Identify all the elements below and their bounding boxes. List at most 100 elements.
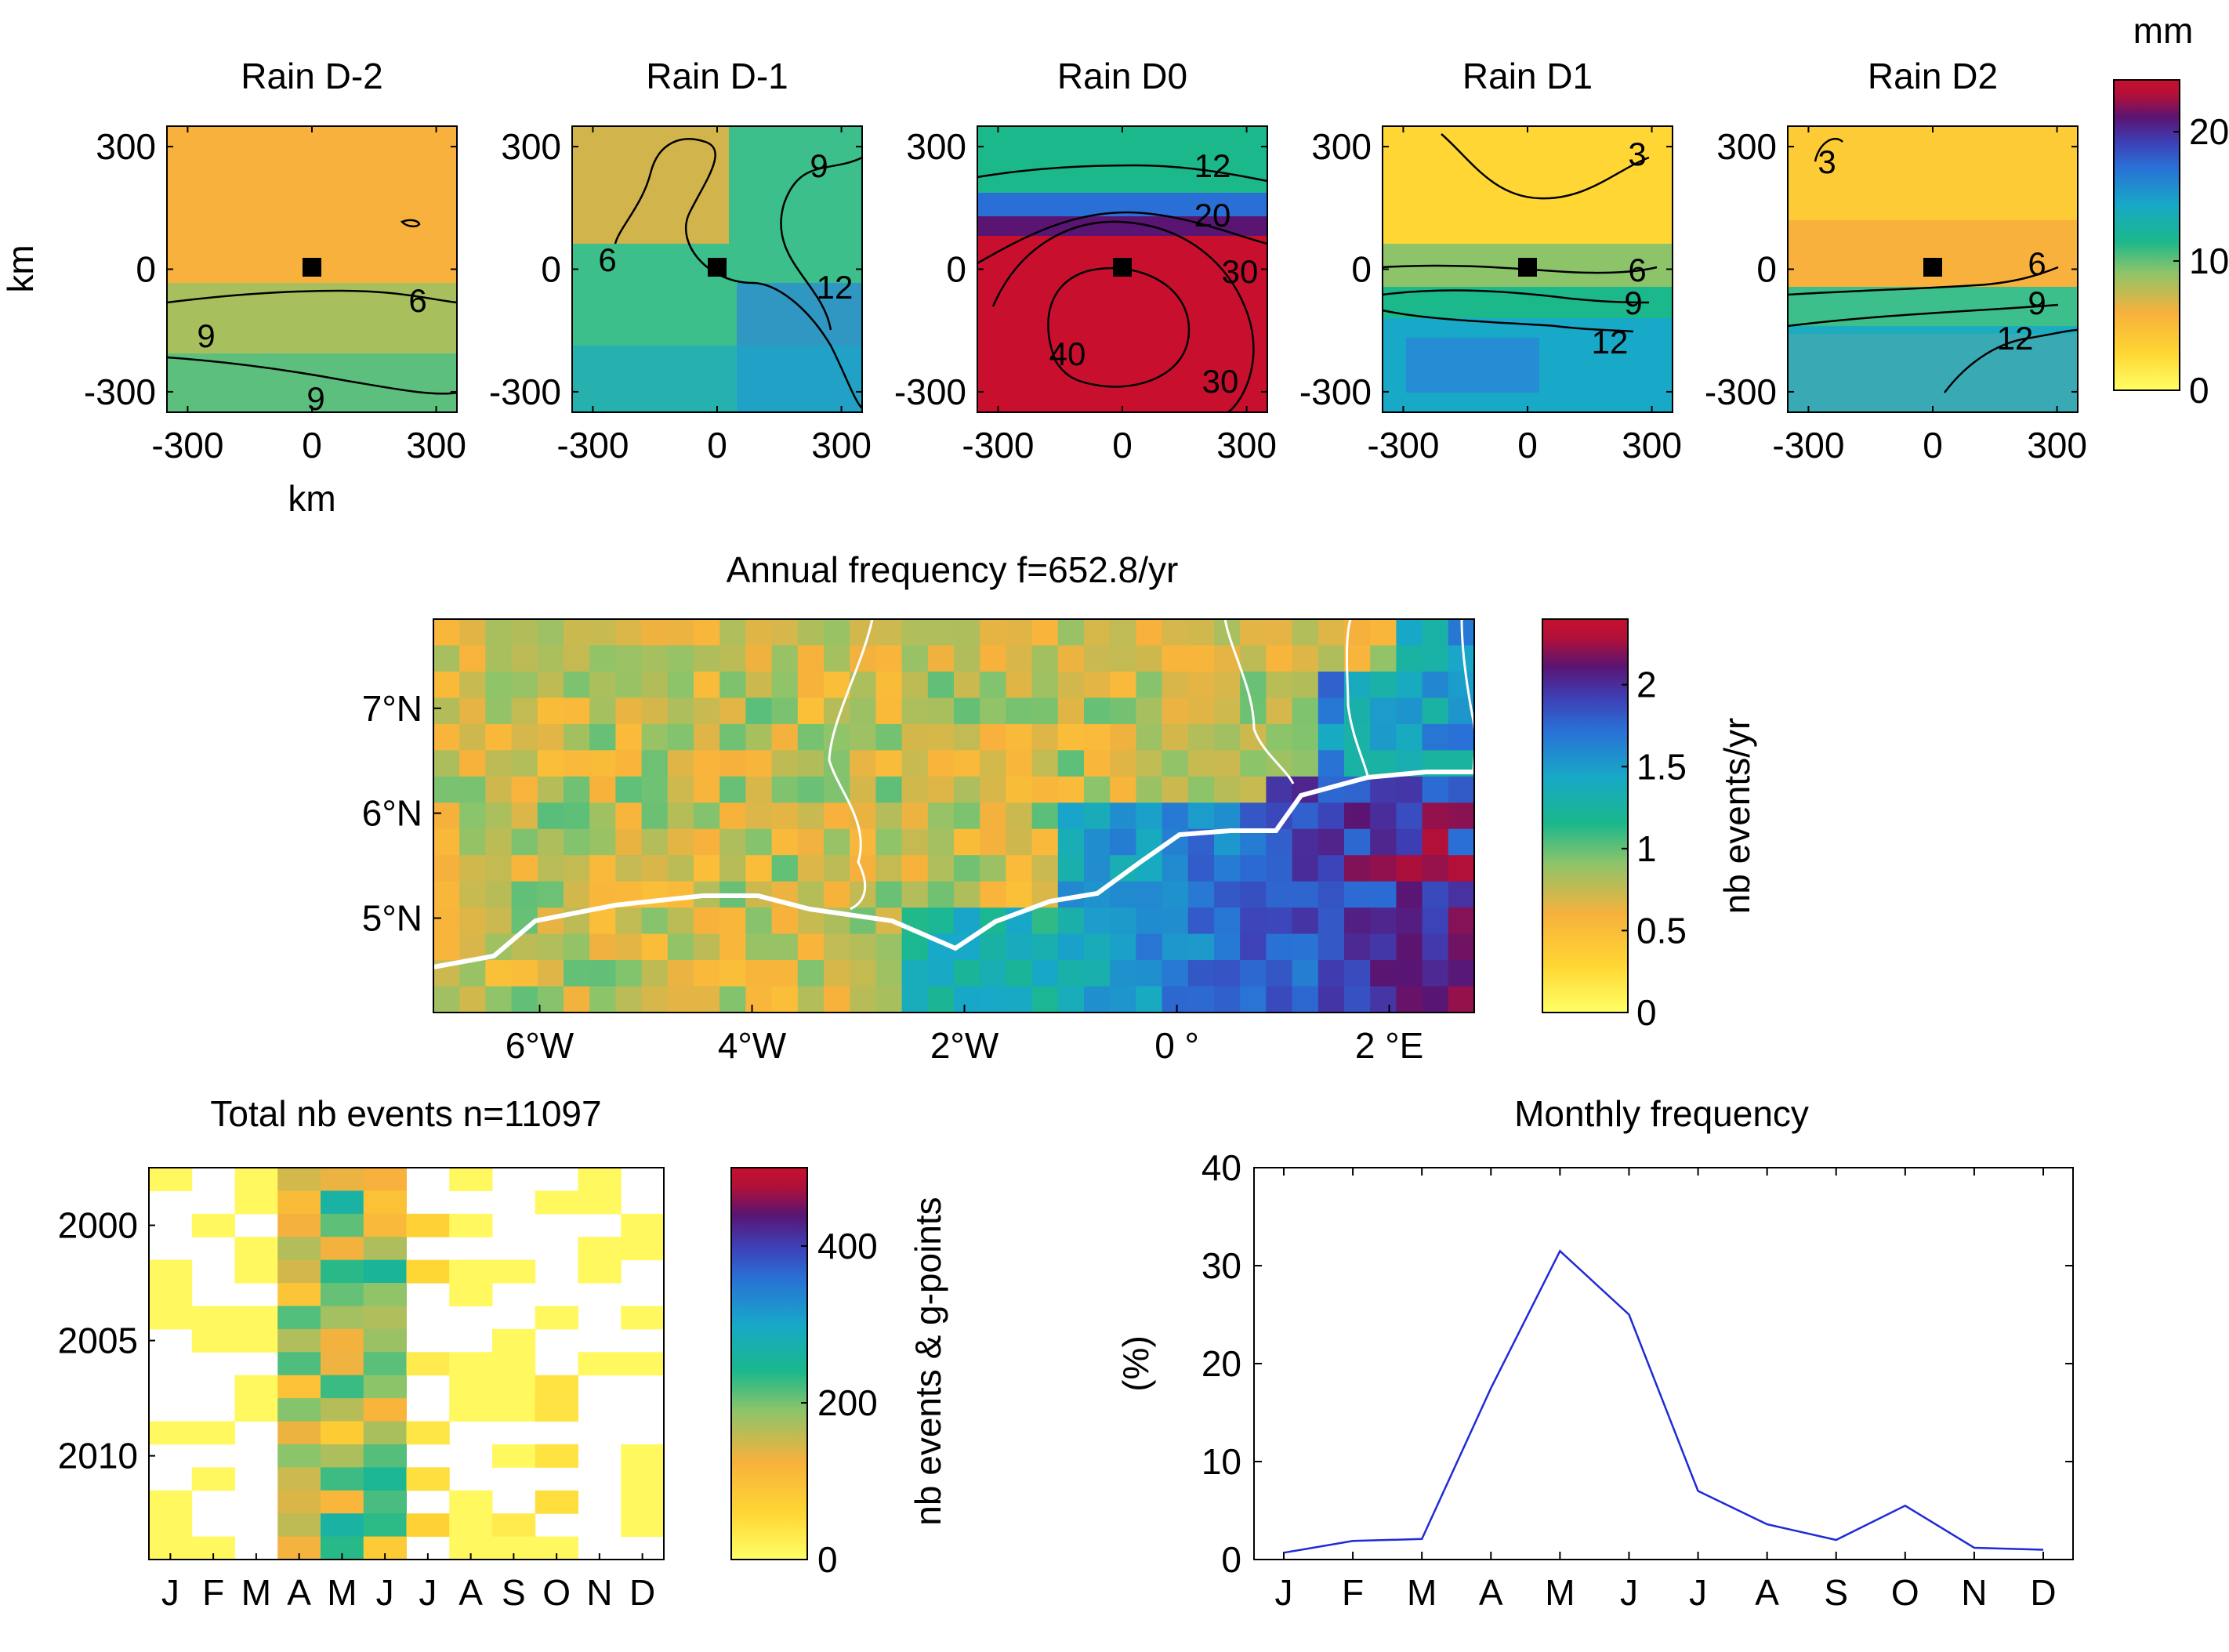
- map-cell: [615, 750, 642, 777]
- map-cell: [1396, 829, 1423, 856]
- map-cell: [772, 750, 799, 777]
- map-cell: [1266, 987, 1292, 1013]
- map-cell: [1006, 882, 1032, 908]
- map-cell: [1058, 802, 1085, 829]
- map-cell: [798, 987, 825, 1013]
- map-cell: [1370, 987, 1397, 1013]
- map-cell: [875, 750, 902, 777]
- event-cell: [149, 1260, 192, 1284]
- event-cell: [149, 1168, 192, 1191]
- map-cell: [1084, 934, 1111, 961]
- map-cell: [1058, 697, 1085, 724]
- map-cell: [1370, 908, 1397, 934]
- map-cell: [1292, 829, 1319, 856]
- map-cell: [1344, 882, 1371, 908]
- map-cell: [433, 724, 460, 751]
- map-cell: [798, 934, 825, 961]
- event-cell: [277, 1398, 321, 1422]
- map-cell: [772, 908, 799, 934]
- x-tick-label: 0: [1112, 425, 1133, 466]
- map-cell: [1344, 987, 1371, 1013]
- map-cell: [1292, 908, 1319, 934]
- rain-panel-d0: Rain D0 12 20 30 40 30: [977, 56, 1267, 412]
- map-cell: [745, 777, 772, 803]
- map-cell: [668, 802, 694, 829]
- map-cell: [433, 802, 460, 829]
- map-cell: [538, 802, 564, 829]
- map-cell: [642, 672, 669, 698]
- event-cell: [321, 1260, 364, 1284]
- event-cell: [535, 1306, 578, 1329]
- map-cell: [485, 882, 512, 908]
- map-cell: [1214, 672, 1241, 698]
- event-cell: [364, 1467, 407, 1491]
- x-tick-label: S: [1824, 1572, 1848, 1613]
- map-cell: [1370, 697, 1397, 724]
- map-cell: [1188, 724, 1215, 751]
- event-cell: [364, 1513, 407, 1537]
- map-cell: [1084, 777, 1111, 803]
- map-cell: [642, 697, 669, 724]
- map-cell: [1396, 855, 1423, 882]
- map-cell: [1084, 645, 1111, 672]
- map-cell: [1006, 934, 1032, 961]
- map-cell: [1448, 672, 1475, 698]
- map-cell: [1110, 750, 1136, 777]
- map-cell: [928, 619, 955, 646]
- map-cell: [1058, 619, 1085, 646]
- contour-label: 6: [408, 282, 426, 319]
- event-cell: [321, 1214, 364, 1237]
- map-cell: [719, 855, 746, 882]
- y-tick-label: 10: [1201, 1441, 1241, 1482]
- map-cell: [798, 829, 825, 856]
- map-cell: [1084, 829, 1111, 856]
- map-cell: [1448, 960, 1475, 987]
- map-cell: [1448, 802, 1475, 829]
- map-cell: [954, 855, 980, 882]
- map-cell: [954, 672, 980, 698]
- contour-label: 30: [1202, 363, 1239, 400]
- event-cell: [535, 1398, 578, 1422]
- map-cell: [1188, 777, 1215, 803]
- y-tick-label: -300: [1299, 371, 1372, 412]
- map-cell: [875, 672, 902, 698]
- map-cell: [668, 619, 694, 646]
- map-cell: [1032, 672, 1059, 698]
- map-cell: [615, 960, 642, 987]
- events-colorbar-gradient: [731, 1168, 807, 1560]
- map-cell: [1136, 987, 1162, 1013]
- map-cell: [1423, 802, 1449, 829]
- map-cell: [615, 855, 642, 882]
- map-cell: [1292, 882, 1319, 908]
- map-cell: [642, 802, 669, 829]
- map-cell: [875, 724, 902, 751]
- map-cell: [1006, 960, 1032, 987]
- event-cell: [535, 1491, 578, 1514]
- map-cell: [772, 697, 799, 724]
- y-tick-label: 0: [1221, 1539, 1241, 1580]
- x-tick-label: M: [1545, 1572, 1575, 1613]
- map-cell: [564, 750, 590, 777]
- map-cell: [1292, 802, 1319, 829]
- map-cell: [433, 672, 460, 698]
- map-cell: [1292, 855, 1319, 882]
- map-cell: [564, 829, 590, 856]
- map-cell: [1058, 829, 1085, 856]
- rain-composite-row: Rain D-2 6 9 9 Rain D-1 9 6 12: [0, 10, 2229, 519]
- map-cell: [485, 802, 512, 829]
- map-cell: [772, 960, 799, 987]
- map-cell: [1370, 960, 1397, 987]
- map-cell: [1084, 855, 1111, 882]
- contour-label: 12: [1194, 147, 1231, 184]
- map-cell: [694, 855, 720, 882]
- map-cell: [668, 882, 694, 908]
- event-cell: [535, 1190, 578, 1214]
- map-cell: [668, 987, 694, 1013]
- event-cell: [364, 1398, 407, 1422]
- map-cell: [538, 724, 564, 751]
- map-cell: [538, 934, 564, 961]
- map-cell: [433, 855, 460, 882]
- map-cell: [875, 619, 902, 646]
- map-cell: [1292, 672, 1319, 698]
- x-tick-label: 0 °: [1154, 1025, 1199, 1066]
